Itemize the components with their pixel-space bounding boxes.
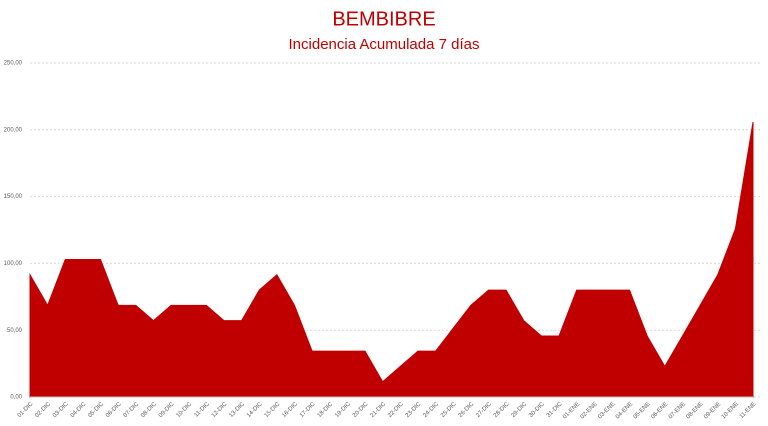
- x-tick-label: 14-DIC: [246, 401, 264, 419]
- x-tick-label: 16-DIC: [281, 401, 299, 419]
- y-tick-label: 150,00: [4, 194, 23, 200]
- x-tick-label: 02-ENE: [580, 401, 599, 420]
- x-tick-label: 09-DIC: [158, 401, 176, 419]
- y-tick-label: 200,00: [4, 127, 23, 133]
- x-tick-label: 10-DIC: [176, 401, 194, 419]
- y-tick-label: 0,00: [10, 395, 22, 401]
- x-tick-label: 03-DIC: [52, 401, 70, 419]
- x-tick-label: 05-DIC: [87, 401, 105, 419]
- area: [29, 121, 754, 398]
- x-tick-label: 18-DIC: [317, 401, 335, 419]
- x-tick-label: 20-DIC: [352, 401, 370, 419]
- x-tick-label: 25-DIC: [440, 401, 458, 419]
- chart-subtitle: Incidencia Acumulada 7 días: [289, 36, 480, 53]
- x-tick-label: 27-DIC: [475, 401, 493, 419]
- y-tick-label: 250,00: [4, 61, 23, 67]
- x-tick-label: 08-DIC: [140, 401, 158, 419]
- x-tick-label: 12-DIC: [211, 401, 229, 419]
- x-tick-label: 30-DIC: [528, 401, 546, 419]
- x-tick-label: 13-DIC: [228, 401, 246, 419]
- x-tick-label: 21-DIC: [370, 401, 388, 419]
- x-tick-label: 19-DIC: [334, 401, 352, 419]
- x-tick-label: 29-DIC: [511, 401, 529, 419]
- x-tick-label: 04-ENE: [615, 401, 634, 420]
- x-tick-label: 26-DIC: [458, 401, 476, 419]
- x-tick-label: 24-DIC: [422, 401, 440, 419]
- x-tick-label: 02-DIC: [34, 401, 52, 419]
- chart-title: BEMBIBRE: [332, 8, 435, 30]
- x-tick-label: 01-ENE: [562, 401, 581, 420]
- x-tick-label: 17-DIC: [299, 401, 317, 419]
- x-tick-label: 23-DIC: [405, 401, 423, 419]
- x-tick-label: 06-ENE: [650, 401, 669, 420]
- x-tick-label: 15-DIC: [264, 401, 282, 419]
- y-tick-label: 100,00: [4, 261, 23, 267]
- x-tick-label: 04-DIC: [70, 401, 88, 419]
- x-tick-label: 03-ENE: [597, 401, 616, 420]
- x-tick-label: 08-ENE: [686, 401, 705, 420]
- x-tick-label: 05-ENE: [633, 401, 652, 420]
- x-tick-label: 09-ENE: [703, 401, 722, 420]
- x-tick-label: 22-DIC: [387, 401, 405, 419]
- x-tick-label: 07-ENE: [668, 401, 687, 420]
- x-tick-label: 01-DIC: [17, 401, 35, 419]
- x-tick-label: 07-DIC: [123, 401, 141, 419]
- y-tick-label: 50,00: [7, 328, 23, 334]
- x-tick-label: 10-ENE: [721, 401, 740, 420]
- x-tick-label: 06-DIC: [105, 401, 123, 419]
- x-tick-label: 28-DIC: [493, 401, 511, 419]
- x-tick-label: 11-DIC: [194, 401, 212, 419]
- x-tick-label: 11-ENE: [739, 401, 758, 420]
